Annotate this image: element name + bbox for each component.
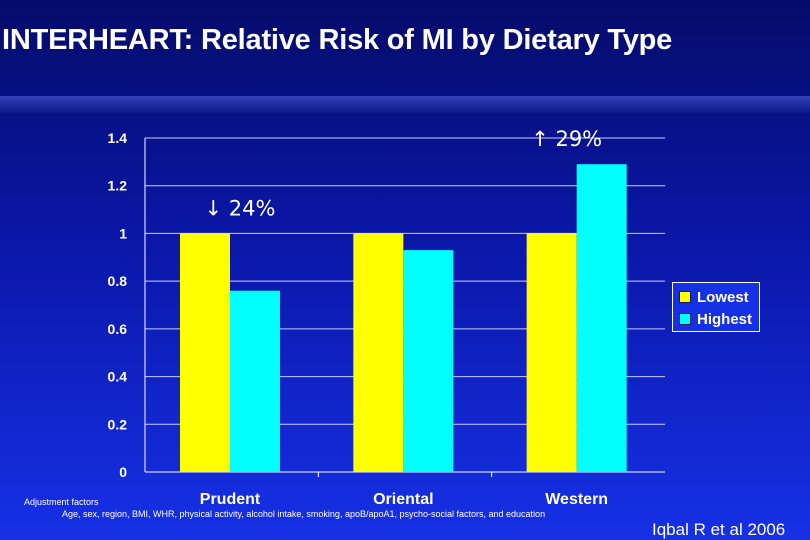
bar-highest-oriental [403, 250, 454, 472]
x-category-label: Prudent [200, 491, 261, 508]
legend-item-lowest: Lowest [679, 286, 759, 308]
chart-legend: Lowest Highest [672, 282, 760, 332]
adjustment-factors-text: Age, sex, region, BMI, WHR, physical act… [62, 509, 546, 519]
bar-lowest-oriental [353, 233, 404, 472]
legend-swatch-lowest [679, 291, 691, 303]
bar-lowest-prudent [180, 233, 230, 472]
percent-change-annotation: ↓ 24% [205, 196, 276, 220]
y-tick-label: 1 [119, 225, 127, 241]
legend-label-highest: Highest [697, 310, 753, 328]
y-tick-label: 0.2 [108, 416, 128, 432]
y-tick-label: 0.4 [108, 369, 128, 385]
bar-highest-western [576, 164, 627, 472]
y-tick-label: 0.8 [108, 273, 128, 289]
y-tick-label: 0 [119, 464, 127, 480]
bars [180, 164, 627, 472]
legend-item-highest: Highest [679, 308, 759, 330]
legend-label-lowest: Lowest [697, 288, 749, 306]
slide-title: INTERHEART: Relative Risk of MI by Dieta… [2, 24, 673, 56]
y-tick-label: 1.4 [108, 130, 128, 146]
x-category-label: Oriental [373, 491, 433, 508]
title-divider [0, 96, 810, 114]
source-citation: Iqbal R et al 2006 [652, 520, 786, 539]
x-category-label: Western [545, 491, 608, 508]
bar-lowest-western [526, 233, 577, 472]
bar-highest-prudent [230, 290, 280, 472]
annotations: ↓ 24% ↑ 29% [205, 127, 603, 220]
adjustment-factors-title: Adjustment factors [24, 497, 99, 507]
axis-labels: 0 0.2 0.4 0.6 0.8 1 1.2 1.4 Prudent Oriental Weste… [108, 130, 609, 508]
y-tick-label: 0.6 [108, 321, 128, 337]
y-tick-label: 1.2 [108, 178, 128, 194]
percent-change-annotation: ↑ 29% [531, 127, 602, 151]
legend-swatch-highest [679, 313, 691, 325]
